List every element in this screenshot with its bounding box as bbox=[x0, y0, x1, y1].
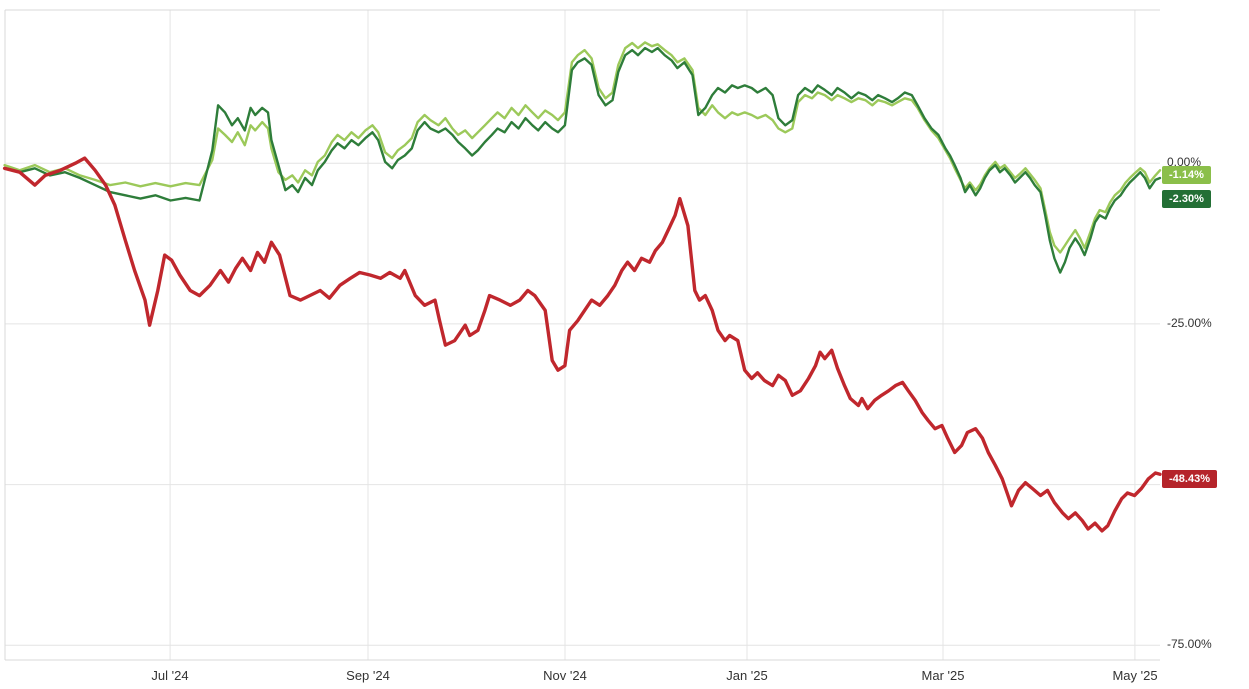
x-axis-label-jul24: Jul '24 bbox=[151, 668, 189, 683]
series-line-dark-green bbox=[3, 46, 1162, 274]
x-axis-label-may25: May '25 bbox=[1112, 668, 1158, 683]
value-badge-dark-green: -2.30% bbox=[1162, 190, 1211, 209]
y-axis-label-neg75: -75.00% bbox=[1167, 637, 1212, 651]
x-axis-label-jan25: Jan '25 bbox=[726, 668, 768, 683]
value-badge-red: -48.43% bbox=[1162, 470, 1217, 489]
value-badge-light-green: -1.14% bbox=[1162, 166, 1211, 185]
series-line-red bbox=[2, 156, 1162, 533]
series-line-light-green bbox=[3, 41, 1162, 254]
y-axis-label-neg25: -25.00% bbox=[1167, 316, 1212, 330]
y-axis-label-zero: 0.00% bbox=[1167, 155, 1202, 169]
x-axis-label-mar25: Mar '25 bbox=[921, 668, 965, 683]
x-axis-label-nov24: Nov '24 bbox=[543, 668, 587, 683]
x-axis-label-sep24: Sep '24 bbox=[346, 668, 390, 683]
